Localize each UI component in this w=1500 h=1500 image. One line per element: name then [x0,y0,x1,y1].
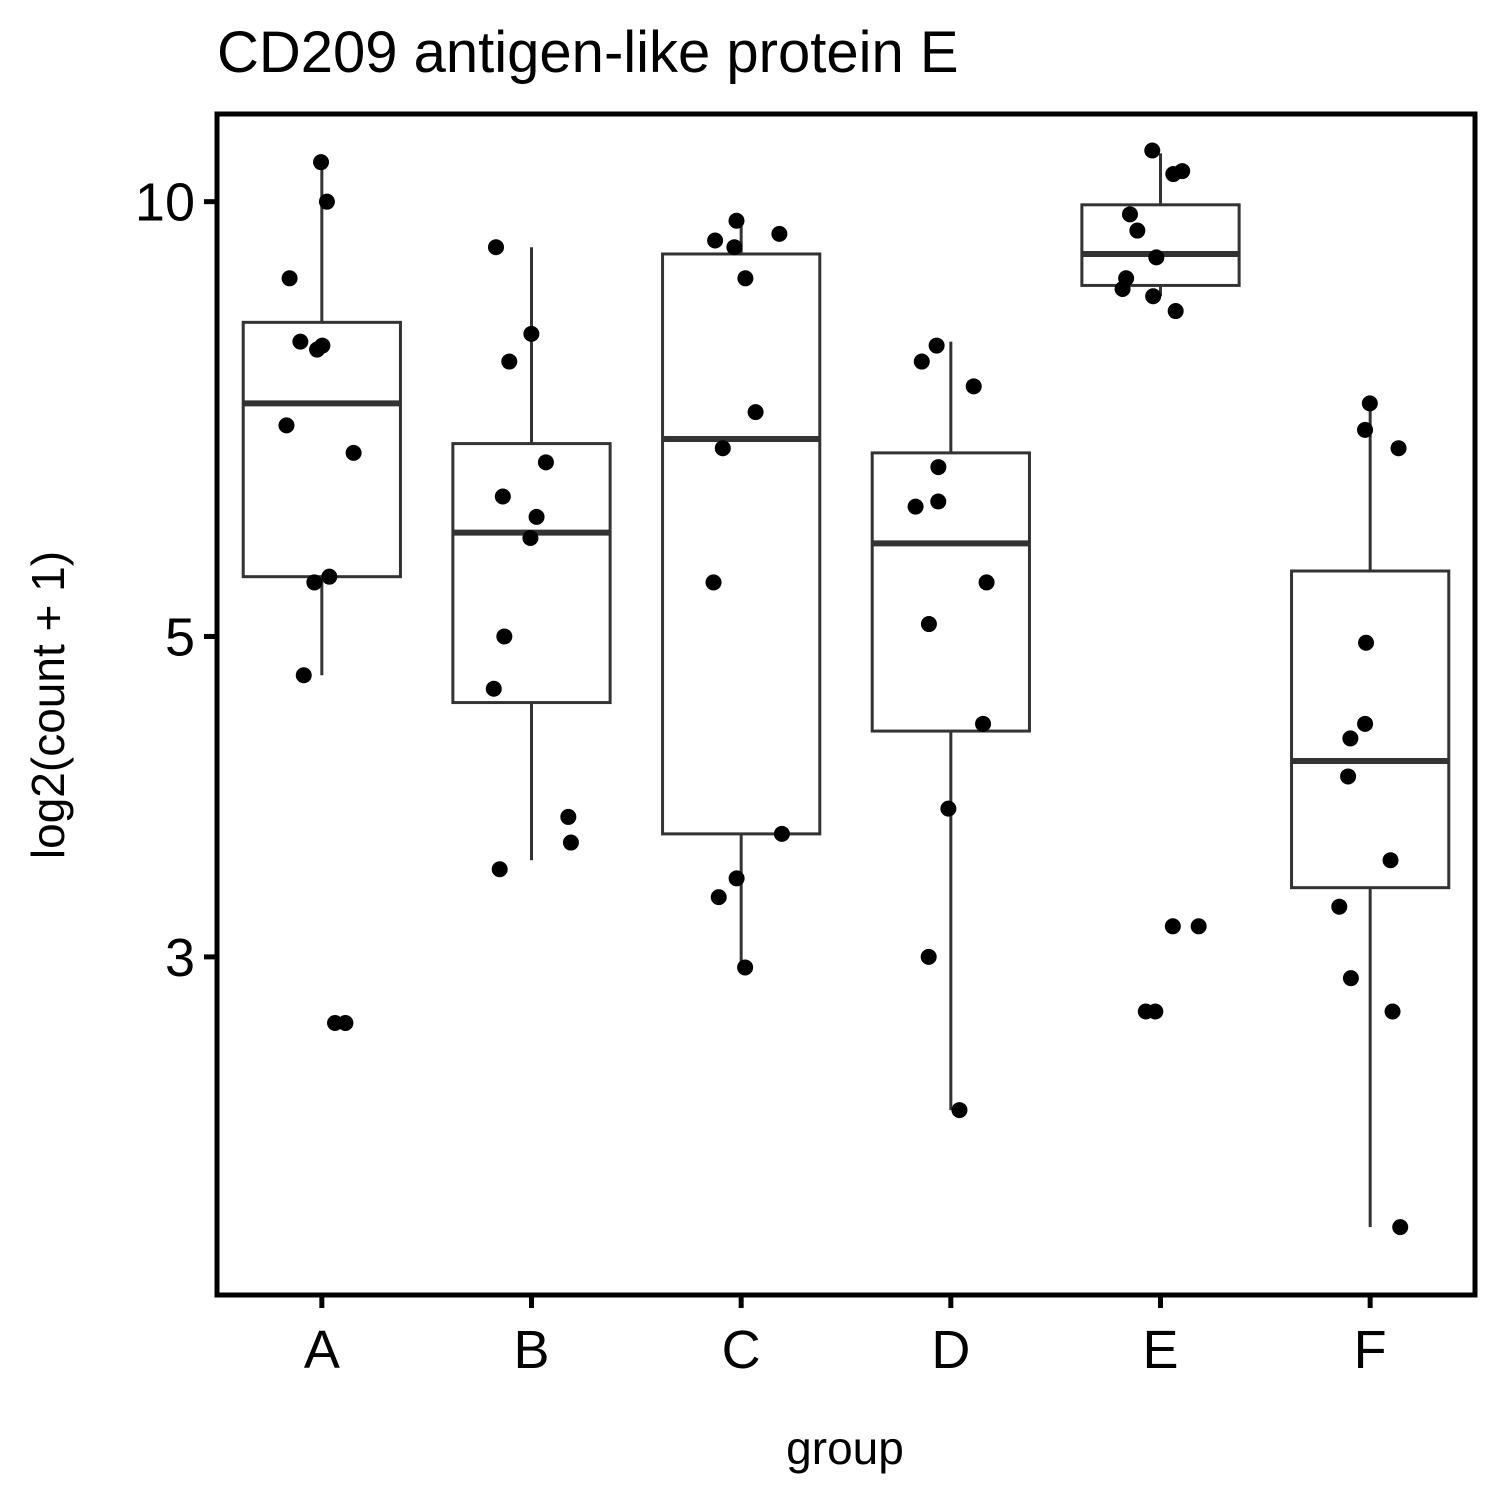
data-point [913,353,930,370]
data-point [313,154,330,171]
data-point [737,270,754,287]
data-point [1382,852,1399,869]
data-point [485,680,502,697]
data-point [1145,288,1162,305]
data-point [1129,222,1146,239]
data-point [491,861,508,878]
data-point [1390,440,1407,457]
data-point [1147,1003,1164,1020]
data-point [314,337,331,354]
data-point [1384,1003,1401,1020]
data-point [773,825,790,842]
data-point [965,378,982,395]
data-point [523,325,540,342]
data-point [1114,281,1131,298]
data-point [1167,303,1184,320]
data-point [306,574,323,591]
data-point [1331,898,1348,915]
box-iqr [661,252,822,836]
box-iqr [1080,203,1241,287]
data-point [560,808,577,825]
data-point [496,628,513,645]
data-point [537,454,554,471]
data-point [1121,206,1138,223]
data-point [327,1014,344,1031]
data-point [747,404,764,421]
data-point [487,239,504,256]
data-point [975,715,992,732]
plot-frame [214,111,1478,1298]
data-point [737,959,754,976]
data-point [728,212,745,229]
data-point [528,508,545,525]
data-point [978,574,995,591]
data-point [1164,918,1181,935]
y-axis-label: log2(count + 1) [22,551,74,859]
data-point [522,529,539,546]
data-point [726,239,743,256]
data-point [928,337,945,354]
box-iqr [451,442,612,705]
data-point [292,333,309,350]
data-point [278,417,295,434]
data-point [728,870,745,887]
data-point [281,270,298,287]
plot-area: 3 5 10 A B C D E F [135,111,1478,1380]
data-point [1357,715,1374,732]
x-tick-label: C [722,1320,761,1380]
x-tick-label: F [1354,1320,1387,1380]
data-point [930,493,947,510]
data-point [1361,395,1378,412]
x-axis-label: group [786,1422,904,1474]
data-point [321,568,338,585]
data-point [501,353,518,370]
data-point [1342,730,1359,747]
box-iqr [241,320,402,579]
data-point [1148,249,1165,266]
data-point [1392,1219,1409,1236]
y-tick-label: 10 [135,173,195,233]
data-point [705,574,722,591]
x-tick-label: B [513,1320,549,1380]
x-tick-label: D [931,1320,970,1380]
x-tick-label: A [304,1320,340,1380]
data-point [951,1102,968,1119]
data-point [714,440,731,457]
data-point [1144,142,1161,159]
data-point [940,800,957,817]
data-point [771,225,788,242]
data-point [1340,768,1357,785]
data-point [920,948,937,965]
data-point [1165,166,1182,183]
data-point [907,498,924,515]
data-point [1342,970,1359,987]
data-point [494,488,511,505]
data-point [707,232,724,249]
data-point [318,193,335,210]
data-point [1357,421,1374,438]
data-point [710,889,727,906]
y-tick-label: 5 [165,607,195,667]
data-point [930,459,947,476]
data-point [920,616,937,633]
y-tick-label: 3 [165,928,195,988]
box-iqr [870,451,1031,733]
data-point [345,444,362,461]
data-point [295,667,312,684]
data-point [562,834,579,851]
data-point [1190,918,1207,935]
chart-title: CD209 antigen-like protein E [217,20,959,85]
data-point [1358,634,1375,651]
x-tick-label: E [1142,1320,1178,1380]
